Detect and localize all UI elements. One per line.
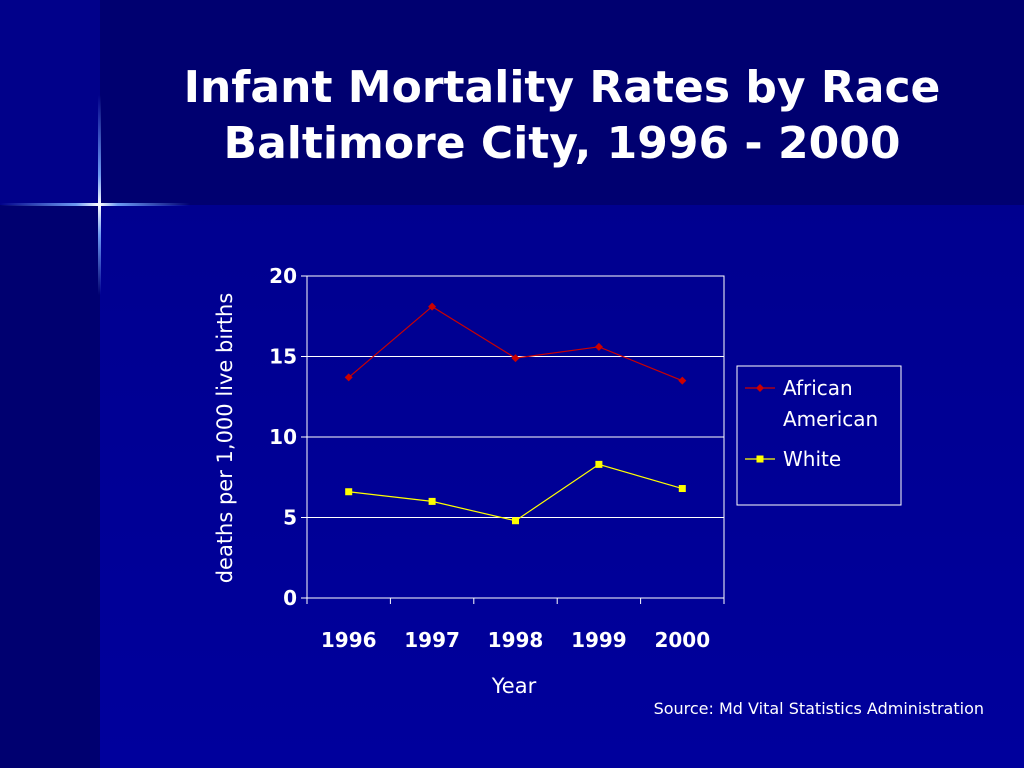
legend-box: [736, 365, 902, 506]
legend-label-african-american: African American: [783, 376, 878, 431]
series-line-white: [348, 463, 683, 522]
data-point-african-american: [678, 376, 687, 385]
source-note: Source: Md Vital Statistics Administrati…: [653, 699, 984, 718]
y-tick-label: 20: [269, 264, 297, 288]
data-point-white: [428, 497, 436, 505]
legend-marker-white: [756, 455, 764, 463]
legend-marker-african-american: [756, 384, 764, 392]
x-tick-label: 1997: [404, 628, 460, 652]
data-point-white: [595, 460, 603, 468]
y-tick-label: 10: [269, 425, 297, 449]
sparkle-decoration-horizontal: [0, 203, 190, 206]
series-line-african-american: [348, 305, 683, 382]
x-tick-label: 1998: [488, 628, 544, 652]
data-point-african-american: [428, 302, 437, 311]
data-point-white: [345, 488, 353, 496]
x-tick-label: 2000: [654, 628, 710, 652]
y-tick-label: 0: [283, 586, 297, 610]
y-tick-label: 5: [283, 506, 297, 530]
content-panel: [100, 205, 1024, 768]
data-point-white: [678, 485, 686, 493]
slide-title: Infant Mortality Rates by Race Baltimore…: [100, 60, 1024, 172]
slide-title-line1: Infant Mortality Rates by Race: [183, 62, 941, 113]
legend-label-white: White: [783, 447, 841, 471]
x-axis-title: Year: [491, 674, 537, 698]
y-tick-label: 15: [269, 345, 297, 369]
data-point-african-american: [594, 342, 603, 351]
slide-title-line2: Baltimore City, 1996 - 2000: [223, 118, 901, 169]
data-point-african-american: [344, 373, 353, 382]
sparkle-decoration-vertical: [98, 95, 101, 295]
y-axis-title: deaths per 1,000 live births: [213, 293, 237, 584]
data-point-white: [512, 517, 519, 525]
x-tick-label: 1996: [321, 628, 377, 652]
x-tick-label: 1999: [571, 628, 627, 652]
title-band: [100, 0, 1024, 205]
data-point-african-american: [511, 354, 520, 363]
left-band: [0, 205, 100, 768]
